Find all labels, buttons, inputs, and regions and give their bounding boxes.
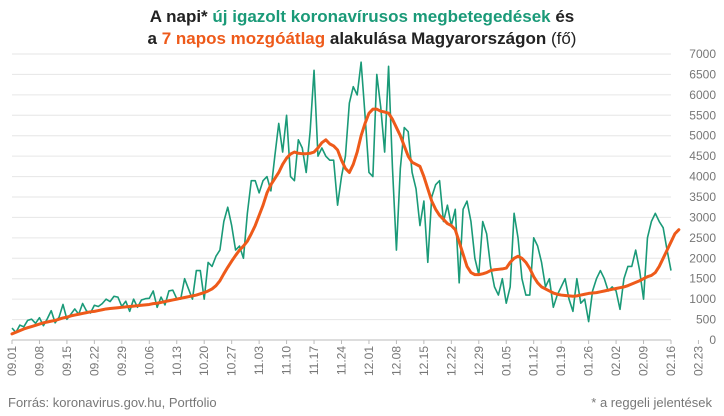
title-line-1: A napi* új igazolt koronavírusos megbete… [0, 6, 724, 28]
x-tick-label: 12.08 [389, 346, 403, 376]
title-and: és [550, 7, 575, 26]
y-tick-label: 7000 [689, 47, 716, 61]
y-tick-label: 4000 [689, 170, 716, 184]
title-prefix: A napi* [149, 7, 213, 26]
x-tick-label: 12.22 [444, 346, 458, 376]
x-axis-ticks: 09.01 09.08 09.15 09.22 09.29 10.06 10.13 10.20… [5, 340, 705, 376]
x-tick-label: 11.10 [280, 346, 294, 375]
source-text: Forrás: koronavirus.gov.hu, Portfolio [8, 395, 217, 410]
title-average-series: 7 napos mozgóátlag [161, 29, 326, 48]
chart-title: A napi* új igazolt koronavírusos megbete… [0, 6, 724, 50]
y-tick-label: 3500 [689, 190, 716, 204]
title-line-2: a 7 napos mozgóátlag alakulása Magyarors… [0, 28, 724, 50]
x-tick-label: 01.12 [527, 346, 541, 376]
x-tick-label: 01.19 [554, 346, 568, 376]
x-tick-label: 01.26 [582, 346, 596, 376]
x-tick-label: 10.27 [225, 346, 239, 376]
y-tick-label: 3000 [689, 210, 716, 224]
x-tick-label: 12.29 [472, 346, 486, 376]
x-tick-label: 10.06 [142, 346, 156, 376]
y-tick-label: 2000 [689, 251, 716, 265]
x-tick-label: 09.08 [32, 346, 46, 376]
title-a: a [147, 29, 162, 48]
y-tick-label: 500 [696, 313, 716, 327]
x-tick-label: 09.15 [60, 346, 74, 376]
moving-average-line [10, 107, 681, 336]
y-tick-label: 1500 [689, 272, 716, 286]
title-daily-series: új igazolt koronavírusos megbetegedések [212, 7, 551, 26]
x-tick-label: 10.20 [197, 346, 211, 376]
x-tick-label: 02.02 [609, 346, 623, 376]
x-tick-label: 09.22 [87, 346, 101, 376]
y-tick-label: 5000 [689, 129, 716, 143]
y-tick-label: 4500 [689, 149, 716, 163]
x-tick-label: 11.17 [307, 346, 321, 375]
x-tick-label: 12.15 [417, 346, 431, 376]
x-tick-label: 02.16 [664, 346, 678, 376]
x-tick-label: 09.01 [5, 346, 19, 376]
title-unit: (fő) [546, 29, 577, 48]
y-tick-label: 6000 [689, 88, 716, 102]
y-tick-label: 0 [709, 333, 716, 347]
x-tick-label: 01.05 [499, 346, 513, 376]
x-tick-label: 11.24 [335, 346, 349, 375]
y-tick-label: 5500 [689, 108, 716, 122]
y-tick-label: 2500 [689, 231, 716, 245]
y-axis-ticks: 0 500 1000 1500 2000 2500 3000 3500 4000 4500 5000… [689, 47, 716, 347]
y-tick-label: 6500 [689, 67, 716, 81]
x-tick-label: 10.13 [170, 346, 184, 376]
footnote-text: * a reggeli jelentések [591, 395, 712, 410]
x-tick-label: 11.03 [252, 346, 266, 375]
x-tick-label: 09.29 [115, 346, 129, 376]
x-tick-label: 12.01 [362, 346, 376, 376]
x-tick-label: 02.09 [637, 346, 651, 376]
y-tick-label: 1000 [689, 292, 716, 306]
title-location: alakulása Magyarországon [325, 29, 547, 48]
x-tick-label: 02.23 [691, 346, 705, 376]
